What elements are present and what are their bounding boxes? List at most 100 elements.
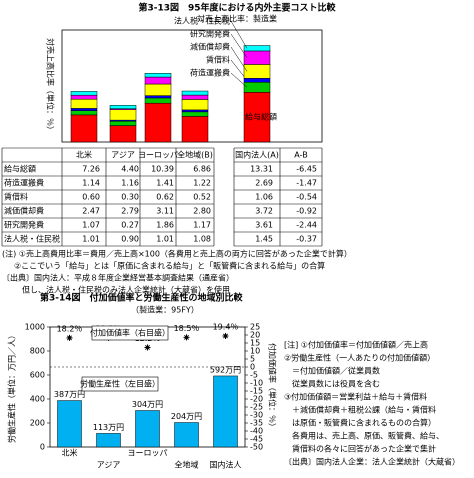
value-label: 387万円 [54, 390, 85, 399]
table-cell: 13.31 [250, 165, 273, 174]
bar-segment [181, 99, 209, 111]
y2-tick-label: -40 [250, 427, 263, 436]
point-marker [183, 334, 190, 341]
table-cell: 1.41 [156, 179, 174, 188]
row-header: 法人税・住民税 [4, 234, 60, 244]
table-cell: 1.17 [193, 221, 211, 230]
y-tick-label: 200 [30, 419, 45, 428]
bar-segment [70, 114, 98, 143]
bar-segment [181, 94, 209, 100]
y2-tick-label: -10 [250, 379, 263, 388]
y2-tick-label: 10 [250, 347, 260, 356]
bar-segment [70, 108, 98, 111]
y2-tick-label: -35 [250, 419, 263, 428]
bar-segment [144, 73, 172, 78]
bar-segment [70, 91, 98, 96]
leader-line [230, 46, 248, 72]
bar [213, 375, 238, 448]
legend-label: 荷造運搬費 [190, 68, 230, 78]
y-tick-label: 1000 [25, 323, 45, 332]
legend-label: 研究開発費 [190, 29, 230, 39]
table-cell: 1.08 [193, 235, 211, 244]
y2-tick-label: 0 [250, 363, 255, 372]
note: 〔出典〕国内法人企業：法人企業統計（大蔵省） [284, 457, 460, 467]
bar-segment [243, 78, 271, 83]
table-cell: 0.30 [121, 193, 139, 202]
bar-segment [144, 102, 172, 143]
note: [注] ①付加価値率＝付加価値額／売上高 [284, 340, 428, 350]
bar-segment [243, 92, 271, 143]
value-label: 18.5％ [174, 324, 200, 333]
table-cell: 2.69 [255, 179, 273, 188]
table-cell: -0.37 [296, 235, 317, 244]
series-caption-box [91, 325, 169, 341]
chart-title: 第3-13図 95年度における内外主要コスト比較 [138, 2, 336, 14]
note: 従業員数には役員を含む [284, 379, 380, 389]
value-label: 19.4％ [213, 322, 239, 331]
note: ②労働生産性（一人あたりの付加価値額） [284, 353, 435, 363]
chart-title: 第3-14図 付加価値率と労働生産性の地域別比較 [40, 292, 244, 304]
value-label: 204万円 [171, 412, 202, 421]
bar-segment [144, 97, 172, 104]
y-axis-title: 対売上高比率（単位：％） [46, 38, 56, 134]
table-cell: 0.27 [121, 221, 139, 230]
table-cell: 1.01 [156, 235, 174, 244]
table-cell: -0.54 [296, 193, 317, 202]
column-header: 国内法人(A) [235, 150, 279, 160]
column-header: アジア [111, 151, 135, 160]
x-tick-label: 国内法人 [210, 460, 242, 470]
y2-tick-label: -25 [250, 403, 263, 412]
table-cell: 1.22 [193, 179, 211, 188]
table-cell: 10.39 [151, 165, 174, 174]
bar-segment [181, 111, 209, 117]
bar-segment [70, 98, 98, 109]
bar-segment [144, 76, 172, 85]
y2-tick-label: -20 [250, 395, 263, 404]
table-cell: -1.47 [296, 179, 317, 188]
y2-tick-label: 20 [250, 331, 260, 340]
bar-segment [243, 45, 271, 52]
note: 但し、法人税・住民税のみ法人企業統計（大蔵省）を使用 [14, 285, 230, 295]
x-tick-label: 全地域 [175, 460, 199, 470]
table-cell: 0.62 [156, 193, 174, 202]
table-cell: 1.86 [156, 221, 174, 230]
point-marker [222, 332, 229, 339]
table-cell: 1.01 [82, 235, 100, 244]
bar-segment [181, 116, 209, 143]
table-cell: -2.44 [296, 221, 317, 230]
column-header: ヨーロッパ [138, 151, 178, 160]
legend-label: 賃借料 [206, 55, 230, 65]
bar-segment [109, 125, 137, 143]
leader-line [230, 20, 248, 49]
table-cell: 7.26 [82, 165, 100, 174]
note: ＋減価償却費＋租税公課（給与・賃借料 [284, 405, 436, 415]
note: 賃借料の各々に回答があった企業で集計 [284, 444, 436, 454]
y2-axis-title: 付加価値率（単位：％） [268, 343, 278, 431]
y2-tick-label: -50 [250, 443, 263, 452]
table-cell: 4.40 [121, 165, 139, 174]
table-cell: 1.07 [82, 221, 100, 230]
note: ②ここでいう「給与」とは「原価に含まれる給与」と「販管費に含まれる給与」の合算 [14, 261, 325, 271]
legend-label: 法人税・住民税 [174, 16, 230, 26]
table-cell: 2.47 [82, 207, 100, 216]
row-header: 減価償却費 [4, 206, 44, 216]
leader-line [230, 72, 248, 88]
value-label: 304万円 [132, 400, 163, 409]
table-cell: 1.45 [255, 235, 273, 244]
bar [135, 410, 160, 448]
row-header: 賃借料 [4, 192, 28, 202]
series-caption: 労働生産性（左目盛） [80, 379, 160, 389]
note: は原価・販管費に含まれるものの合算） [284, 418, 436, 428]
y2-tick-label: -15 [250, 387, 263, 396]
x-tick-label: アジア [97, 461, 121, 470]
point-marker [144, 344, 151, 351]
table-cell: 1.06 [255, 193, 273, 202]
table-cell: 3.72 [255, 207, 273, 216]
bar-segment [70, 94, 98, 100]
chart-subtitle: （製造業：95FY） [131, 305, 199, 315]
bar-segment [243, 64, 271, 79]
y-tick-label: 600 [30, 371, 45, 380]
bar-segment [109, 105, 137, 109]
table-cell: 6.86 [193, 165, 211, 174]
